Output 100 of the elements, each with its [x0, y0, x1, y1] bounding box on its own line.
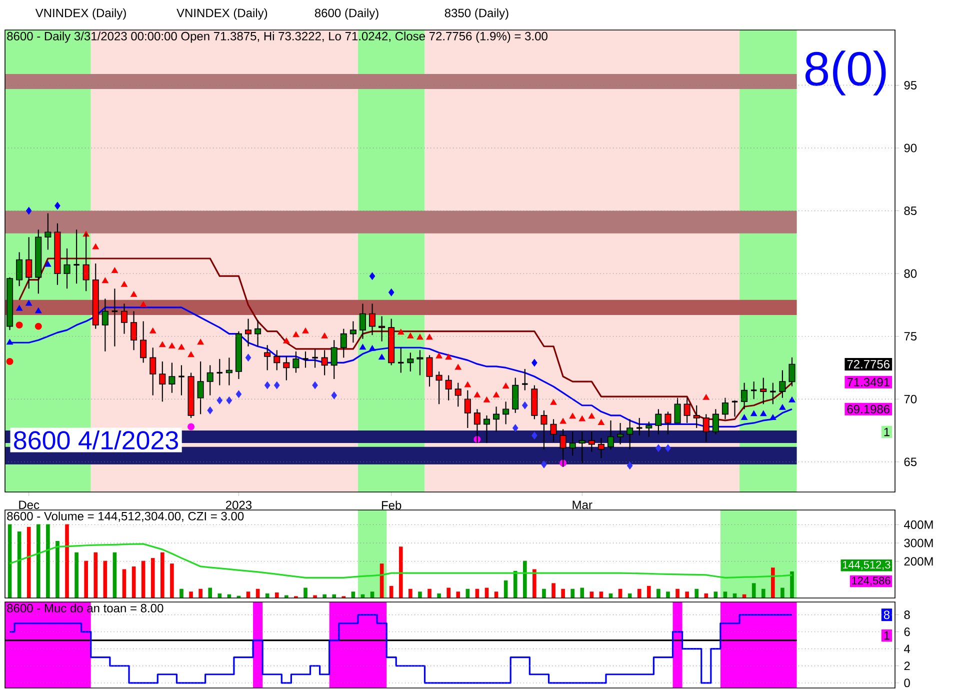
point	[369, 272, 376, 280]
candlestick	[226, 357, 232, 386]
point	[740, 414, 748, 420]
point	[120, 280, 128, 287]
candlestick	[340, 328, 347, 358]
candlestick	[26, 236, 32, 290]
text: 1	[884, 428, 890, 436]
bar	[408, 588, 412, 598]
bar	[122, 569, 126, 598]
point	[92, 243, 100, 250]
point	[140, 300, 147, 307]
bar	[780, 588, 784, 598]
candlestick	[454, 382, 462, 408]
candlestick	[588, 431, 595, 452]
point	[34, 322, 42, 330]
point	[454, 364, 462, 370]
candlestick	[130, 310, 138, 351]
text: 1	[884, 631, 890, 640]
candlestick	[292, 350, 300, 374]
point	[788, 396, 796, 402]
point	[26, 206, 32, 215]
point	[769, 414, 776, 420]
candlestick	[655, 408, 662, 435]
y-tick-label: 300M	[904, 538, 933, 548]
point	[578, 415, 586, 422]
point	[44, 260, 52, 267]
candlestick	[264, 344, 271, 371]
text: VNINDEX (Daily)	[35, 8, 126, 20]
chart-title: 8600 - Volume = 144,512,304.00, CZI = 3.00	[7, 512, 244, 522]
point	[102, 277, 109, 284]
candlestick	[674, 397, 681, 424]
candlestick	[178, 364, 186, 396]
x-tick-label: Mar	[572, 500, 592, 510]
candlestick	[359, 303, 366, 340]
candlestick	[274, 350, 280, 371]
candlestick	[254, 319, 262, 347]
bar	[46, 524, 50, 598]
point	[207, 406, 214, 414]
bar	[513, 570, 518, 598]
x-tick-label: Dec	[19, 500, 40, 510]
point	[702, 394, 710, 400]
candlestick	[693, 404, 700, 429]
bar	[218, 593, 222, 598]
text: 69.1986	[847, 404, 890, 414]
y-tick-label: 400M	[904, 520, 933, 529]
text: 124,586	[852, 576, 890, 586]
bar	[170, 564, 174, 598]
bar	[94, 552, 98, 598]
point	[130, 290, 138, 297]
text: VNINDEX (Daily)	[176, 8, 268, 20]
bar	[456, 592, 460, 598]
candlestick	[722, 397, 728, 420]
bar	[646, 586, 651, 598]
bar	[666, 592, 670, 598]
point	[264, 381, 270, 390]
candlestick	[569, 431, 576, 456]
text: 8350 (Daily)	[444, 8, 508, 20]
bar	[552, 583, 556, 598]
candlestick	[512, 377, 519, 414]
point	[541, 460, 547, 468]
bar	[74, 552, 78, 598]
candlestick	[788, 356, 796, 387]
candlestick	[168, 362, 176, 394]
point	[550, 398, 557, 405]
bar	[446, 588, 450, 598]
bar	[304, 588, 308, 598]
candlestick	[483, 414, 490, 444]
candlestick	[321, 350, 328, 376]
point	[16, 322, 23, 329]
candlestick	[64, 248, 70, 290]
text: 144,512,3	[842, 560, 890, 570]
y-tick-label: 95	[904, 80, 917, 90]
candlestick	[378, 316, 386, 342]
point	[502, 382, 510, 389]
point	[359, 344, 366, 350]
bar	[389, 586, 394, 598]
bar	[437, 593, 441, 598]
candlestick	[550, 418, 557, 442]
point	[588, 412, 596, 419]
candlestick	[197, 360, 204, 415]
candlestick	[626, 418, 634, 450]
candlestick	[741, 382, 748, 410]
candlestick	[578, 431, 586, 464]
x-tick-label: Feb	[382, 500, 402, 510]
point	[512, 424, 518, 432]
candlestick	[244, 318, 252, 347]
text: 8600 (Daily)	[314, 8, 378, 20]
y-tick-label: 85	[904, 206, 917, 216]
candlestick	[760, 377, 767, 405]
chart-title: 8600 - Daily 3/31/2023 00:00:00 Open 71.3875, Hi 73.3222, Lo 71.0242, Close 72.7756 (1.9%) = 3.00	[7, 32, 548, 43]
bar	[685, 592, 689, 598]
point	[6, 338, 14, 345]
bar	[112, 552, 117, 598]
candlestick	[702, 414, 710, 442]
point	[302, 327, 309, 334]
bar	[26, 526, 31, 598]
point	[665, 444, 671, 452]
bar	[189, 592, 193, 598]
bar	[542, 588, 546, 598]
candlestick	[407, 352, 414, 372]
